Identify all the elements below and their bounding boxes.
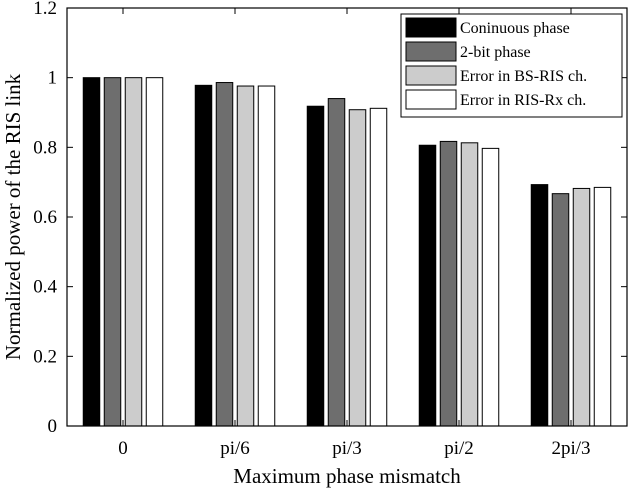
- bar-1-5: [530, 184, 549, 427]
- bar-2-5: [551, 193, 570, 427]
- y-axis-ticks: 0 0.2 0.4 0.6 0.8 1 1.2: [33, 0, 627, 437]
- x-tick-label: pi/3: [332, 438, 362, 459]
- bar-3-5: [572, 187, 591, 427]
- plot-frame: [66, 7, 628, 427]
- bar-1-4: [418, 144, 437, 427]
- y-tick-label: 1.2: [33, 0, 57, 19]
- x-tick-label: pi/6: [220, 438, 250, 459]
- legend-swatch-2: [405, 41, 457, 62]
- bar-3-4: [460, 142, 479, 427]
- bar-3-2: [236, 85, 255, 427]
- y-axis-label: Normalized power of the RIS link: [1, 73, 25, 360]
- bar-4-3: [369, 107, 388, 427]
- legend-label-2: 2-bit phase: [460, 44, 531, 61]
- legend-swatch-1: [405, 17, 457, 38]
- bar-2-1: [103, 77, 122, 427]
- legend-swatch-3: [405, 65, 457, 86]
- bar-4-2: [257, 85, 276, 427]
- bar-3-3: [348, 109, 367, 427]
- x-axis-ticks: 0 pi/6 pi/3 pi/2 2pi/3: [118, 8, 591, 459]
- y-tick-label: 0: [48, 416, 58, 437]
- y-tick-label: 0.6: [33, 207, 57, 228]
- x-tick-label: 2pi/3: [551, 438, 590, 459]
- bar-2-4: [439, 140, 458, 427]
- bar-2-3: [327, 98, 346, 427]
- x-tick-label: 0: [118, 438, 128, 459]
- bar-4-1: [145, 77, 164, 427]
- legend: Coninuous phase 2-bit phase Error in BS-RI…: [400, 13, 623, 118]
- bar-2-2: [215, 82, 234, 427]
- legend-label-1: Coninuous phase: [460, 20, 570, 37]
- legend-label-4: Error in RIS-Rx ch.: [460, 92, 586, 109]
- legend-swatch-4: [405, 89, 457, 110]
- y-tick-label: 0.8: [33, 137, 57, 158]
- y-tick-label: 0.4: [33, 277, 57, 298]
- bars-group: [82, 77, 612, 427]
- y-tick-label: 0.2: [33, 346, 57, 367]
- bar-4-5: [593, 186, 612, 427]
- y-tick-label: 1: [48, 68, 58, 89]
- bar-1-1: [82, 77, 101, 427]
- bar-1-3: [306, 105, 325, 427]
- bar-4-4: [481, 147, 500, 427]
- x-tick-label: pi/2: [444, 438, 474, 459]
- bar-3-1: [124, 77, 143, 427]
- legend-label-3: Error in BS-RIS ch.: [460, 68, 587, 85]
- bar-1-2: [194, 84, 213, 427]
- x-axis-label: Maximum phase mismatch: [233, 464, 461, 488]
